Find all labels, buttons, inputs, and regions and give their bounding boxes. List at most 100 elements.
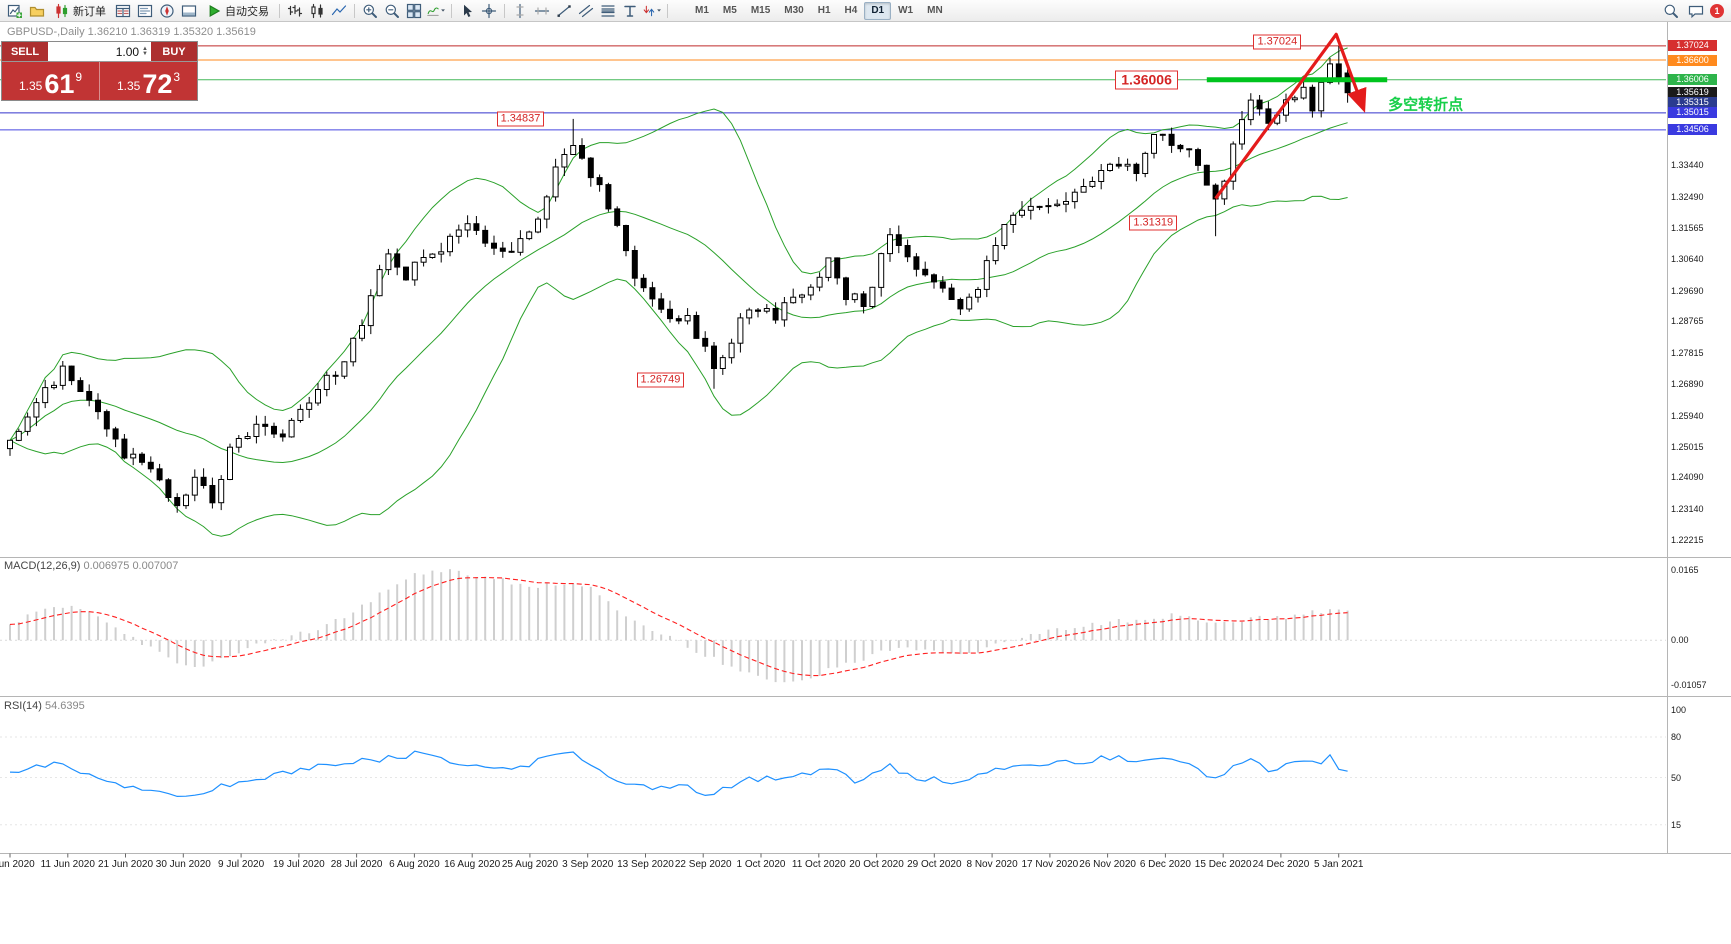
time-axis-label[interactable]: 6 Dec 2020 xyxy=(1139,859,1191,870)
sell-price-button[interactable]: 1.35 61 9 xyxy=(2,62,99,100)
toolbar-separator xyxy=(354,3,355,18)
fibonacci-icon[interactable] xyxy=(597,1,619,20)
time-axis-label[interactable]: 20 Oct 2020 xyxy=(849,859,904,870)
timeframe-H4[interactable]: H4 xyxy=(844,4,858,16)
price-scale-label: 1.24090 xyxy=(1671,472,1704,483)
time-axis-label[interactable]: 21 Jun 2020 xyxy=(98,859,154,870)
price-scale-marker: 1.36600 xyxy=(1668,54,1717,66)
rsi-scale-label: 80 xyxy=(1671,732,1682,742)
price-callout-label[interactable]: 1.34837 xyxy=(496,111,545,127)
time-axis-label[interactable]: 11 Oct 2020 xyxy=(791,859,846,870)
sell-price-prefix: 1.35 xyxy=(18,79,43,93)
arrows-tool-icon[interactable] xyxy=(641,1,663,20)
chat-icon[interactable] xyxy=(1685,1,1707,20)
timeframe-M1[interactable]: M1 xyxy=(695,4,709,16)
timeframe-W1[interactable]: W1 xyxy=(898,4,914,16)
rsi-scale-label: 50 xyxy=(1671,772,1682,783)
toolbar-separator xyxy=(504,3,505,18)
time-axis-label[interactable]: 3 Sep 2020 xyxy=(562,859,614,870)
volume-value: 1.00 xyxy=(115,44,140,59)
equidistant-channel-icon[interactable] xyxy=(575,1,597,20)
rsi-scale-label: 15 xyxy=(1671,819,1682,830)
time-axis-label[interactable]: 11 Jun 2020 xyxy=(40,859,95,870)
volume-stepper[interactable]: ▲ ▼ xyxy=(142,45,148,57)
price-scale-label: 1.25015 xyxy=(1671,441,1704,452)
indicators-icon[interactable] xyxy=(425,1,447,20)
time-axis-label[interactable]: 29 Oct 2020 xyxy=(907,859,962,870)
volume-step-down-icon[interactable]: ▼ xyxy=(142,50,148,57)
timeframe-D1[interactable]: D1 xyxy=(864,1,892,20)
zoom-in-icon[interactable] xyxy=(359,1,381,20)
crosshair-icon[interactable] xyxy=(478,1,500,20)
new-order-button[interactable]: 新订单 xyxy=(48,1,112,20)
vertical-line-icon[interactable] xyxy=(509,1,531,20)
time-axis-label[interactable]: 26 Nov 2020 xyxy=(1079,859,1136,870)
volume-input[interactable]: 1.00 ▲ ▼ xyxy=(48,42,151,61)
line-chart-icon[interactable] xyxy=(328,1,350,20)
navigator-icon[interactable] xyxy=(156,1,178,20)
sell-button[interactable]: SELL xyxy=(2,42,48,61)
time-axis-label[interactable]: 15 Dec 2020 xyxy=(1194,859,1252,870)
timeframe-toolbar: M1 M5 M15 M30 H1 H4 D1 W1 MN xyxy=(688,1,950,20)
one-click-trading-panel[interactable]: SELL 1.00 ▲ ▼ BUY 1.35 61 9 1.35 72 3 xyxy=(1,41,198,101)
buy-price-main: 72 xyxy=(142,69,173,99)
time-axis-label[interactable]: 17 Nov 2020 xyxy=(1021,859,1079,870)
turning-point-note[interactable]: 多空转折点 xyxy=(1388,96,1464,114)
time-axis-label[interactable]: 2 Jun 2020 xyxy=(0,859,35,870)
text-tool-icon[interactable] xyxy=(619,1,641,20)
time-axis-label[interactable]: 6 Aug 2020 xyxy=(389,859,440,870)
buy-price-pip: 3 xyxy=(173,70,181,84)
buy-price-button[interactable]: 1.35 72 3 xyxy=(99,62,197,100)
market-watch-icon[interactable] xyxy=(112,1,134,20)
price-callout-label[interactable]: 1.36006 xyxy=(1115,70,1178,90)
horizontal-line-icon[interactable] xyxy=(531,1,553,20)
toolbar-right-group: 1 xyxy=(1660,1,1727,20)
data-window-icon[interactable] xyxy=(134,1,156,20)
timeframe-MN[interactable]: MN xyxy=(927,4,943,16)
time-axis-label[interactable]: 24 Dec 2020 xyxy=(1252,859,1310,870)
time-axis-label[interactable]: 30 Jun 2020 xyxy=(155,859,211,870)
time-axis-label[interactable]: 13 Sep 2020 xyxy=(617,859,674,870)
macd-indicator-label: MACD(12,26,9) 0.006975 0.007007 xyxy=(4,560,179,572)
trendline-icon[interactable] xyxy=(553,1,575,20)
macd-scale-label: -0.01057 xyxy=(1671,680,1707,691)
candlestick-chart-icon[interactable] xyxy=(306,1,328,20)
time-axis-label[interactable]: 1 Oct 2020 xyxy=(736,859,786,870)
timeframe-H1[interactable]: H1 xyxy=(817,4,831,16)
time-axis-label[interactable]: 9 Jul 2020 xyxy=(218,859,265,870)
time-axis-label[interactable]: 16 Aug 2020 xyxy=(444,859,501,870)
time-axis-label[interactable]: 25 Aug 2020 xyxy=(501,859,559,870)
terminal-icon[interactable] xyxy=(178,1,200,20)
toolbar-separator xyxy=(279,3,280,18)
macd-scale-label: 0.00 xyxy=(1671,635,1689,646)
timeframe-M15[interactable]: M15 xyxy=(750,4,771,16)
timeframe-M5[interactable]: M5 xyxy=(722,4,737,16)
buy-button[interactable]: BUY xyxy=(151,42,197,61)
cursor-icon[interactable] xyxy=(456,1,478,20)
time-axis-label[interactable]: 19 Jul 2020 xyxy=(272,859,325,870)
time-axis-label[interactable]: 28 Jul 2020 xyxy=(330,859,383,870)
price-callout-label[interactable]: 1.31319 xyxy=(1129,215,1178,231)
price-scale-marker: 1.35315 xyxy=(1668,97,1717,109)
time-axis-label[interactable]: 22 Sep 2020 xyxy=(674,859,732,870)
time-axis-label[interactable]: 8 Nov 2020 xyxy=(966,859,1018,870)
buy-price-prefix: 1.35 xyxy=(116,79,141,93)
time-axis-label[interactable]: 5 Jan 2021 xyxy=(1313,859,1364,870)
new-chart-icon[interactable] xyxy=(4,1,26,20)
price-callout-label[interactable]: 1.26749 xyxy=(636,372,685,388)
zoom-out-icon[interactable] xyxy=(381,1,403,20)
rsi-indicator-label: RSI(14) 54.6395 xyxy=(4,700,85,712)
search-icon[interactable] xyxy=(1660,1,1682,20)
price-scale-label: 1.29690 xyxy=(1671,285,1704,296)
price-callout-label[interactable]: 1.37024 xyxy=(1253,34,1302,50)
volume-step-up-icon[interactable]: ▲ xyxy=(142,45,148,52)
profiles-icon[interactable] xyxy=(26,1,48,20)
price-scale-label: 1.23140 xyxy=(1671,504,1704,515)
notifications-badge[interactable]: 1 xyxy=(1710,3,1724,18)
price-scale-label: 1.31565 xyxy=(1671,223,1704,234)
autotrading-button[interactable]: 自动交易 xyxy=(200,1,275,20)
bar-chart-icon[interactable] xyxy=(284,1,306,20)
timeframe-M30[interactable]: M30 xyxy=(784,4,804,16)
tile-windows-icon[interactable] xyxy=(403,1,425,20)
